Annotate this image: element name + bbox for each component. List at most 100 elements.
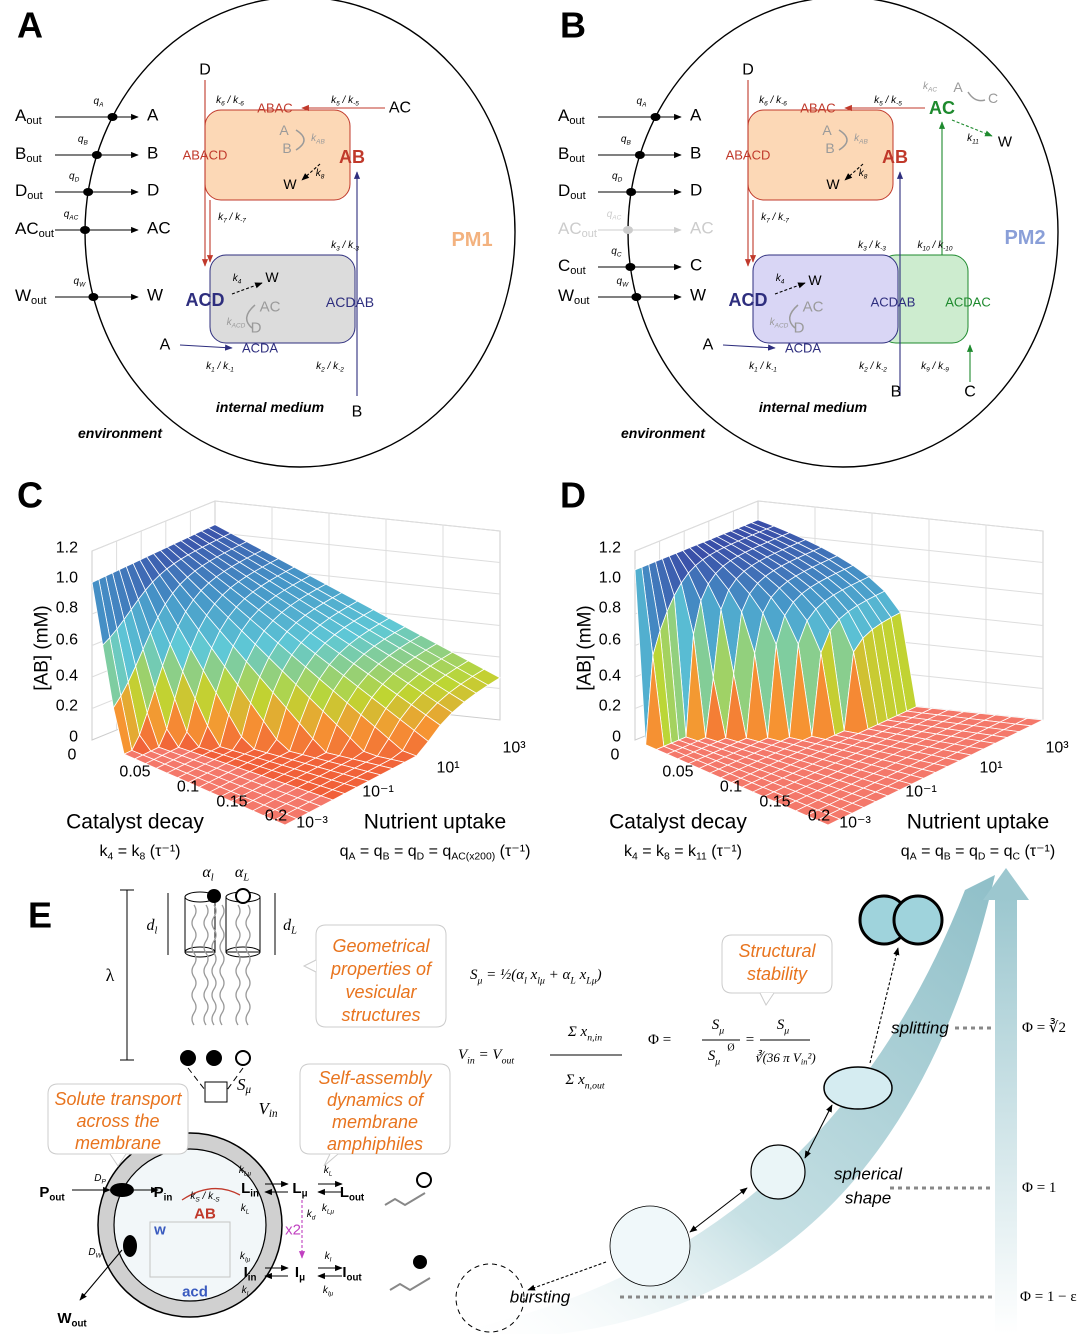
- uptake-rate: qB: [621, 134, 632, 147]
- text-part: k: [770, 317, 776, 328]
- text-part: / k: [867, 240, 881, 251]
- internal-species: D: [690, 181, 702, 200]
- text-part: k: [859, 168, 865, 179]
- text-part: / k: [227, 212, 241, 223]
- text-part: = V: [475, 1047, 504, 1063]
- uptake-rate: qD: [69, 171, 80, 184]
- tick-label: 0.05: [119, 764, 150, 781]
- text-part: k: [216, 95, 222, 106]
- tick-label: 0.4: [56, 668, 78, 685]
- text-part: -3: [880, 245, 886, 252]
- arrow: [722, 344, 776, 351]
- symbol: Vin: [259, 1099, 278, 1120]
- text-part: -5: [353, 100, 359, 107]
- species: B: [891, 384, 902, 401]
- text-part: k: [759, 95, 765, 106]
- text-part: B: [626, 139, 631, 146]
- transport-label: DP: [94, 1173, 106, 1186]
- species: AC: [389, 100, 411, 117]
- text-part: Lμ: [327, 1208, 335, 1215]
- symbol: Sμ: [237, 1075, 252, 1096]
- internal-species: A: [690, 106, 702, 125]
- text-part: 8: [864, 173, 868, 180]
- text-part: L: [340, 1184, 349, 1201]
- text-part: 1: [754, 366, 758, 373]
- text-part: 7: [766, 217, 770, 224]
- text-part: C: [1013, 851, 1021, 862]
- text-part: α: [235, 864, 244, 881]
- text-part: -9: [943, 366, 949, 373]
- axis-title: Catalyst decay: [66, 811, 204, 834]
- text-part: W: [622, 281, 629, 288]
- transport-label: Iμ: [295, 1264, 305, 1283]
- arrow: [844, 163, 864, 181]
- text-part: = q: [917, 843, 944, 860]
- lipid-tail: [203, 904, 209, 1026]
- text-part: = k: [638, 843, 665, 860]
- text-part: lμ: [537, 975, 545, 986]
- text-part: = q: [951, 843, 978, 860]
- text-part: V: [259, 1099, 272, 1118]
- callout-text: Solute transport: [54, 1089, 182, 1109]
- text-part: ACD: [231, 322, 246, 329]
- tick-label: 10³: [502, 740, 526, 757]
- channel: [88, 293, 99, 301]
- text-part: k: [923, 81, 929, 92]
- text-part: μ: [718, 1025, 724, 1036]
- formula: Sμ = ½(αl xlμ + αL xLμ): [470, 967, 602, 986]
- text-part: ²): [807, 1050, 815, 1065]
- rate-constant: k5 / k-5: [331, 95, 359, 108]
- tick-label: 0.6: [56, 632, 78, 649]
- panel-letter: D: [560, 475, 586, 516]
- lipid-cylinder: [184, 896, 216, 953]
- text-part: 10: [923, 245, 931, 252]
- text-part: 8: [321, 173, 325, 180]
- text-part: -7: [783, 217, 789, 224]
- text-part: L: [242, 872, 249, 883]
- species: ACDAC: [945, 295, 991, 310]
- external-species: Bout: [558, 144, 585, 165]
- text-part: B: [944, 851, 951, 862]
- callout-tail: [109, 1153, 127, 1167]
- rate-constant: k4: [776, 273, 785, 286]
- text-part: k: [240, 1251, 246, 1262]
- text-part: x: [576, 967, 587, 983]
- text-part: out: [570, 265, 585, 277]
- external-species: Dout: [558, 181, 586, 202]
- medium-label: internal medium: [216, 399, 324, 415]
- text-part: q: [637, 96, 643, 107]
- callout-text: structures: [341, 1005, 420, 1025]
- text-part: k: [624, 843, 633, 860]
- species: ABAC: [800, 101, 835, 116]
- text-part: AB: [315, 138, 325, 145]
- uptake-rate: qW: [617, 276, 630, 289]
- text-part: W: [79, 281, 86, 288]
- phi-level: Φ = ∛2: [1022, 1018, 1066, 1036]
- channel: [83, 188, 94, 196]
- species: A: [953, 79, 963, 95]
- text-part: q: [64, 209, 70, 220]
- species: B: [282, 140, 291, 156]
- uptake-rate: qD: [612, 171, 623, 184]
- channel: [107, 113, 118, 121]
- species: W: [283, 176, 297, 192]
- text-part: / k: [215, 361, 229, 372]
- formula: Sμ: [708, 1048, 721, 1067]
- text-part: S: [470, 967, 478, 983]
- species: A: [703, 337, 714, 354]
- text-part: / k: [340, 95, 354, 106]
- text-part: k: [242, 1285, 248, 1296]
- text-part: = q: [985, 843, 1012, 860]
- rate-constant: k2 / k-2: [859, 361, 887, 374]
- external-species: Aout: [15, 106, 42, 127]
- text-part: / k: [930, 361, 944, 372]
- text-part: 4: [781, 278, 785, 285]
- text-part: A: [558, 106, 570, 125]
- rate-constant: k3 / k-3: [858, 240, 886, 253]
- internal-species: W: [147, 286, 163, 305]
- text-part: = q: [424, 843, 451, 860]
- rate-constant: kAB: [854, 133, 868, 146]
- species: W: [826, 176, 840, 192]
- axis-title: Nutrient uptake: [364, 811, 506, 834]
